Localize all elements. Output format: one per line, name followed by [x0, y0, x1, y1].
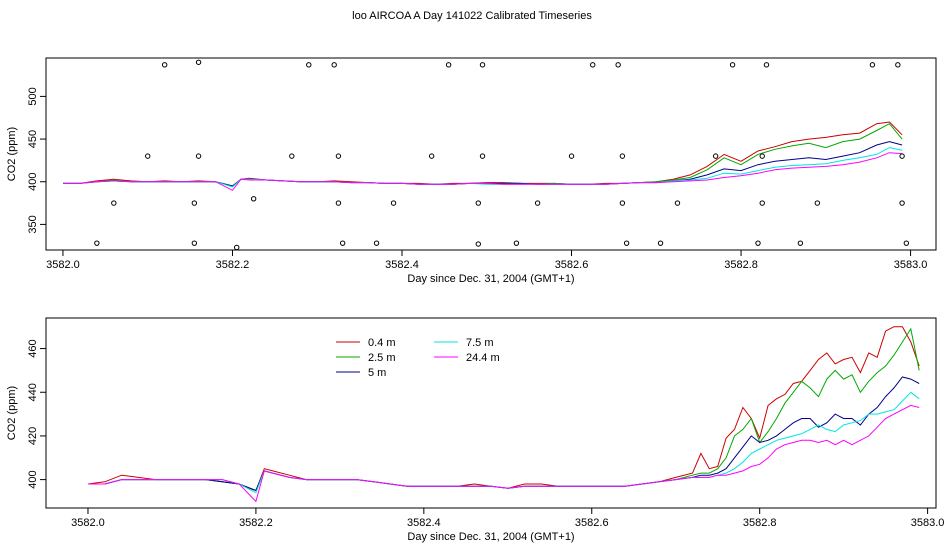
y-axis-label: CO2 (ppm) — [6, 386, 18, 440]
scatter-point — [674, 200, 681, 206]
scatter-point — [899, 200, 905, 206]
scatter-point — [729, 62, 736, 68]
scatter-point — [479, 153, 486, 159]
series-line-3 — [63, 141, 903, 187]
scatter-point — [428, 153, 435, 159]
scatter-point — [590, 62, 596, 68]
x-tick-label: 3582.0 — [46, 259, 80, 271]
scatter-point — [289, 153, 295, 159]
scatter-point — [331, 62, 337, 68]
top-timeseries-plot: 3582.0 3582.2 3582.4 3582.6 3582.8 3583.0 350 4… — [6, 57, 937, 285]
scatter-point — [763, 62, 770, 68]
scatter-point — [111, 200, 117, 206]
y-tick-label: 460 — [27, 339, 39, 357]
scatter-point — [191, 240, 198, 246]
scatter-point — [895, 62, 901, 68]
scatter-point — [534, 200, 541, 206]
legend-entry: 5 m — [368, 367, 386, 379]
scatter-point — [339, 240, 346, 246]
plot-frame — [45, 317, 937, 509]
scatter-point — [306, 62, 312, 68]
scatter-point — [234, 244, 240, 251]
scatter-point — [899, 153, 905, 159]
legend-entry: 2.5 m — [368, 352, 396, 364]
series-line-5 — [63, 152, 903, 191]
x-tick-label: 3582.8 — [743, 517, 777, 529]
plot-frame — [45, 57, 937, 251]
scatter-point — [657, 240, 664, 246]
y-axis-label: CO2 (ppm) — [6, 127, 18, 181]
series-line-2 — [63, 123, 903, 187]
y-tick-label: 400 — [27, 173, 39, 191]
scatter-point — [195, 153, 202, 159]
x-tick-label: 3582.6 — [575, 517, 609, 529]
bottom-timeseries-plot: 3582.0 3582.2 3582.4 3582.6 3582.8 3583.0 400 4… — [6, 317, 945, 543]
scatter-point — [619, 200, 626, 206]
scatter-point — [479, 62, 486, 68]
scatter-point — [145, 153, 151, 159]
scatter-point — [619, 153, 626, 159]
series-line-1 — [87, 326, 920, 492]
series-line-3 — [88, 376, 920, 492]
scatter-point — [759, 200, 765, 206]
scatter-point — [250, 196, 257, 202]
series-line-2 — [88, 327, 920, 492]
x-tick-label: 3582.0 — [71, 517, 105, 529]
legend-entry: 24.4 m — [466, 352, 500, 364]
scatter-point — [615, 62, 621, 68]
scatter-point — [373, 240, 380, 246]
y-tick-label: 450 — [27, 130, 39, 148]
scatter-point — [475, 241, 481, 247]
scatter-point — [814, 200, 821, 206]
scatter-point — [623, 240, 630, 246]
x-tick-label: 3582.6 — [555, 259, 589, 271]
x-tick-label: 3582.4 — [407, 517, 441, 529]
x-axis-label: Day since Dec. 31, 2004 (GMT+1) — [407, 531, 574, 543]
x-tick-label: 3582.4 — [385, 259, 419, 271]
scatter-point — [335, 153, 342, 159]
chart-title: loo AIRCOA A Day 141022 Calibrated Times… — [352, 10, 592, 22]
y-tick-label: 400 — [27, 470, 39, 488]
y-tick-label: 420 — [27, 427, 39, 445]
series-line-5 — [88, 404, 920, 503]
scatter-point — [335, 200, 342, 206]
scatter-point — [759, 153, 765, 159]
x-tick-label: 3582.2 — [216, 259, 250, 271]
scatter-point — [445, 62, 452, 68]
scatter-point — [568, 153, 575, 159]
scatter-point — [903, 240, 910, 246]
legend-entry: 7.5 m — [466, 337, 494, 349]
scatter-point — [712, 153, 719, 159]
scatter-point — [513, 240, 520, 246]
scatter-point — [191, 200, 198, 206]
x-tick-label: 3582.2 — [239, 517, 273, 529]
x-tick-label: 3583.0 — [894, 259, 928, 271]
scatter-point — [161, 62, 168, 68]
scatter-point — [475, 200, 481, 206]
x-axis-label: Day since Dec. 31, 2004 (GMT+1) — [407, 273, 574, 285]
scatter-point — [195, 59, 202, 65]
y-tick-label: 500 — [27, 87, 39, 105]
legend-entry: 0.4 m — [368, 337, 396, 349]
y-tick-label: 350 — [27, 215, 39, 233]
scatter-point — [797, 240, 804, 246]
x-tick-label: 3582.8 — [724, 259, 758, 271]
scatter-point — [390, 200, 397, 206]
y-tick-label: 440 — [27, 383, 39, 401]
scatter-point — [755, 240, 761, 246]
x-tick-label: 3583.0 — [911, 517, 945, 529]
scatter-point — [869, 62, 876, 68]
scatter-point — [94, 240, 100, 246]
